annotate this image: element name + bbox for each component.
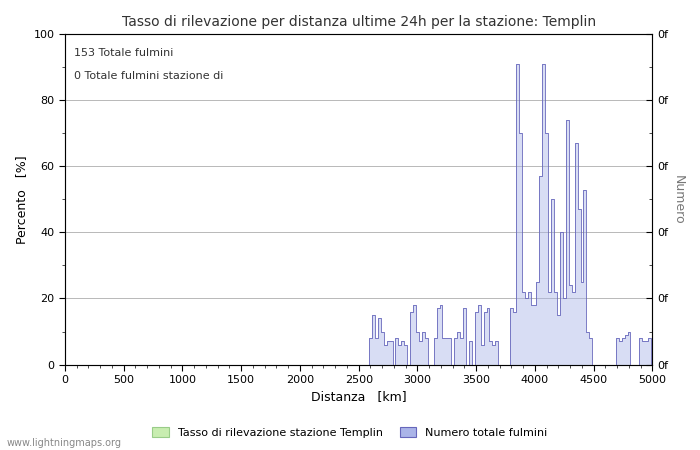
Text: 153 Totale fulmini: 153 Totale fulmini	[74, 48, 173, 58]
Text: www.lightningmaps.org: www.lightningmaps.org	[7, 438, 122, 448]
Y-axis label: Percento   [%]: Percento [%]	[15, 155, 28, 244]
Text: 0 Totale fulmini stazione di: 0 Totale fulmini stazione di	[74, 71, 223, 81]
Legend: Tasso di rilevazione stazione Templin, Numero totale fulmini: Tasso di rilevazione stazione Templin, N…	[148, 423, 552, 442]
X-axis label: Distanza   [km]: Distanza [km]	[311, 391, 407, 404]
Y-axis label: Numero: Numero	[672, 175, 685, 224]
Title: Tasso di rilevazione per distanza ultime 24h per la stazione: Templin: Tasso di rilevazione per distanza ultime…	[122, 15, 596, 29]
